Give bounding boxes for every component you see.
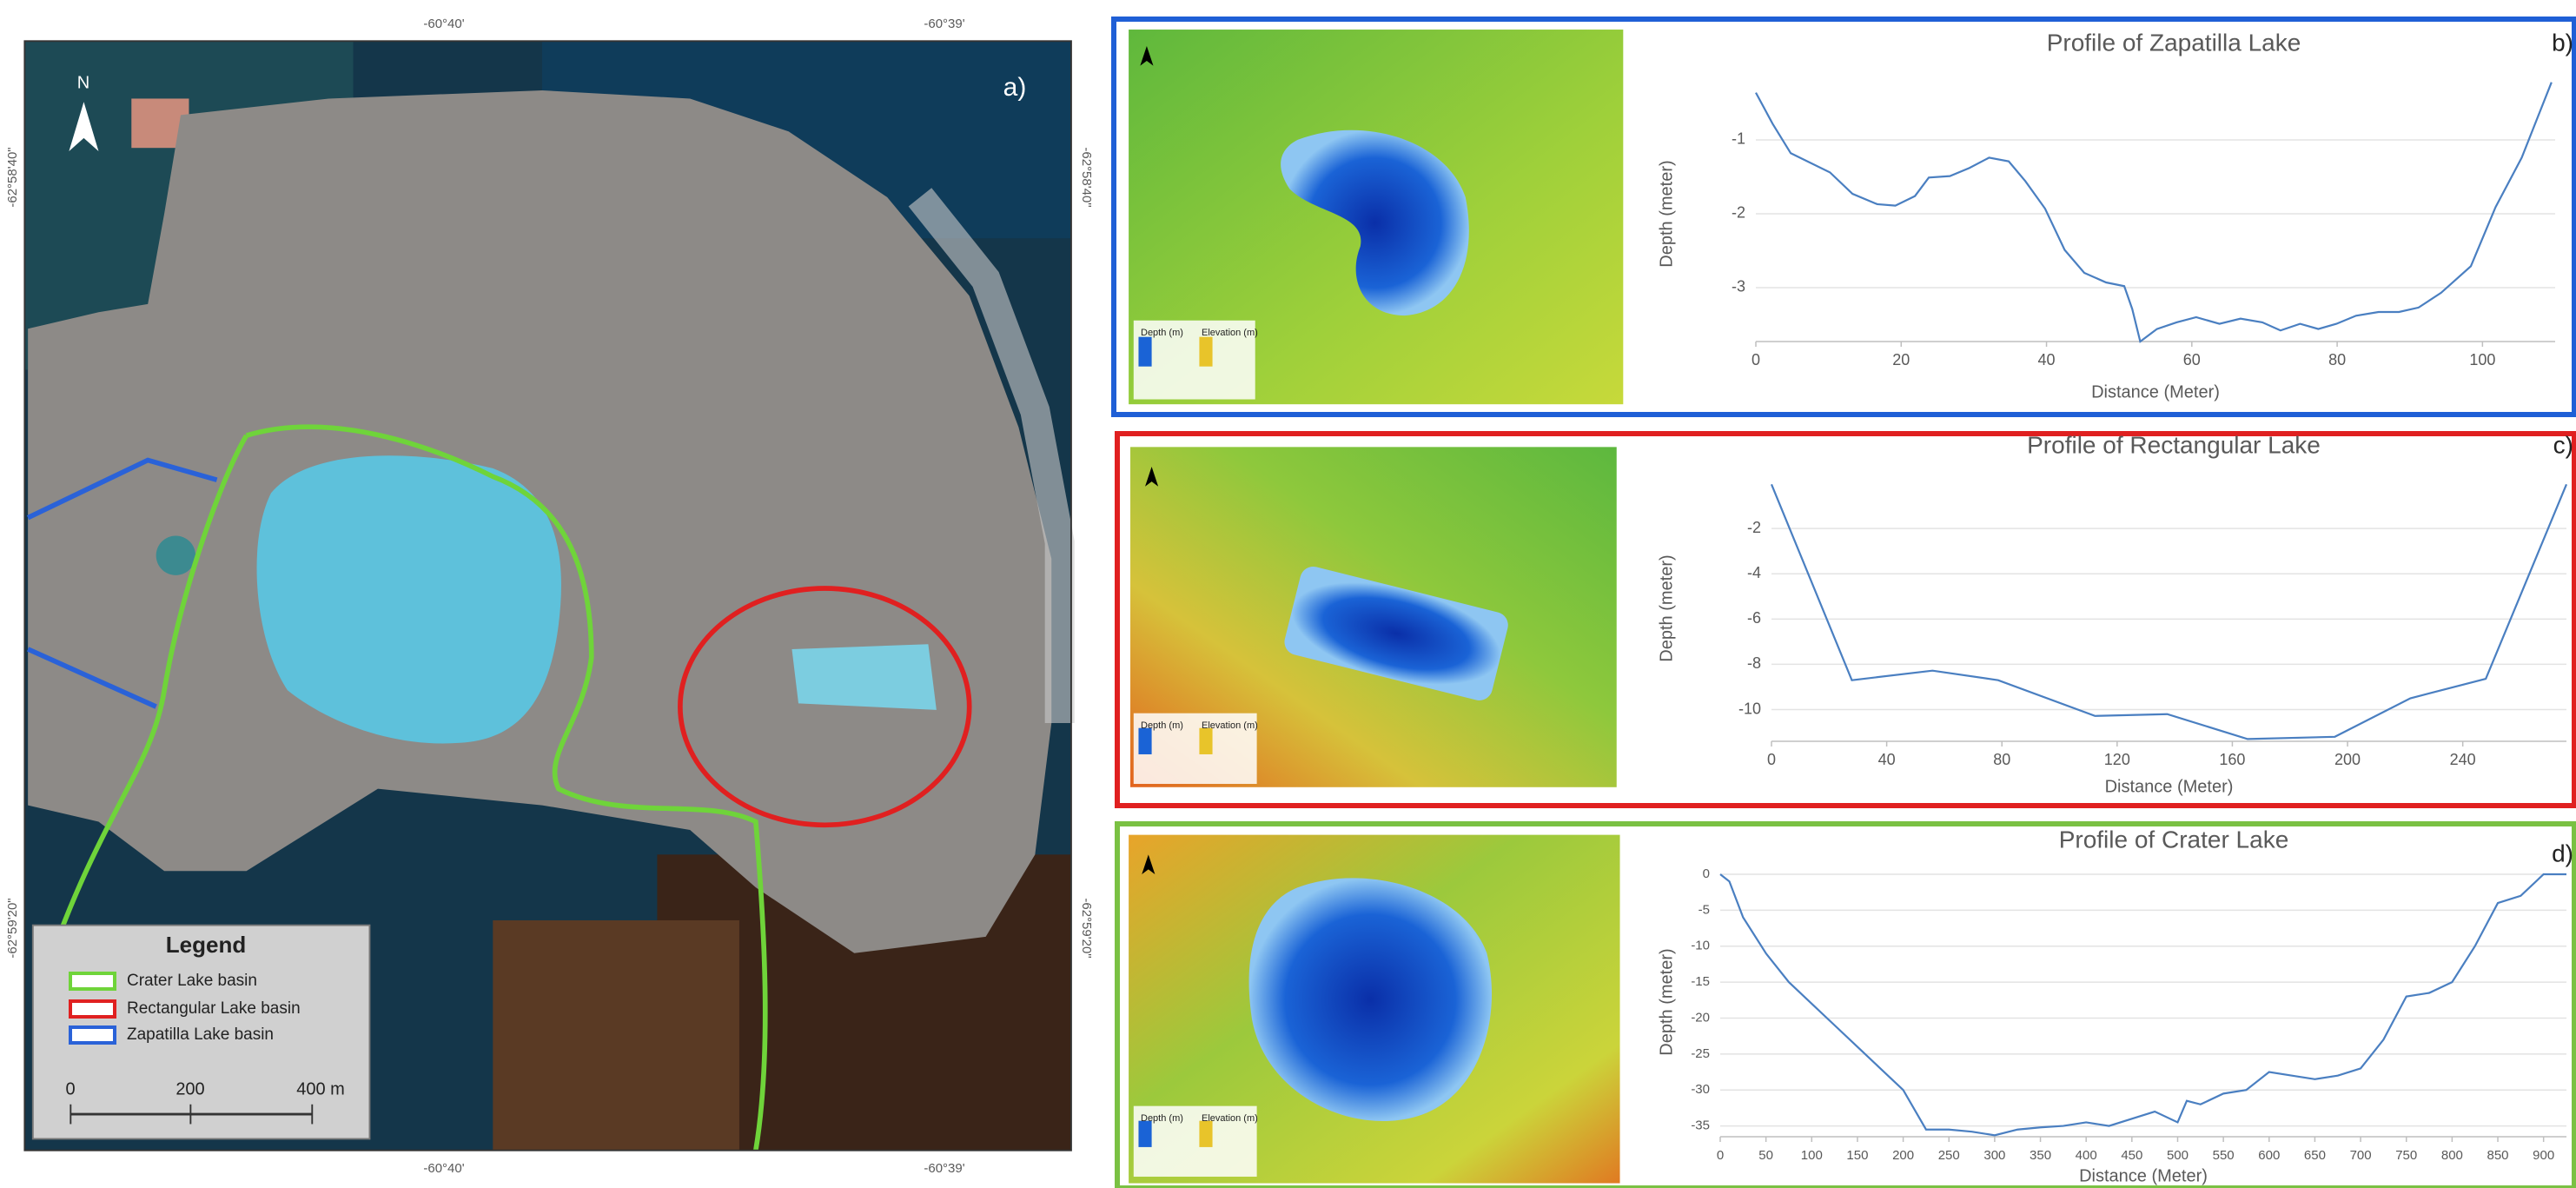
x-tick-label: 750 [2395,1148,2417,1163]
x-tick-label: 550 [2213,1148,2235,1163]
x-tick-label: 40 [2038,351,2056,368]
y-tick-label: -20 [1691,1010,1710,1025]
inset-label: Elevation (m) [1202,328,1258,338]
y-axis-label: Depth (meter) [1657,554,1676,661]
x-tick-label: 80 [1993,751,2010,768]
x-axis-label: Distance (Meter) [2091,382,2220,402]
north-label: N [77,73,89,92]
y-tick-label: -35 [1691,1118,1710,1133]
panel-label: d) [2552,840,2573,866]
coord-label: -62°59'20" [5,898,20,958]
legend-swatch [70,1027,115,1043]
y-tick-label: -6 [1747,609,1761,627]
coord-label: -62°58'40" [1079,147,1094,207]
x-tick-label: 400 [2076,1148,2097,1163]
y-tick-label: -8 [1747,654,1761,672]
dem-images [1129,30,1623,1183]
x-tick-label: 500 [2167,1148,2189,1163]
y-tick-label: -15 [1691,974,1710,989]
x-tick-label: 300 [1983,1148,2005,1163]
panel-label: c) [2553,431,2573,458]
figure: N a) -60°40' -60°39' -60°40' -60°39' -62… [0,0,2576,1188]
legend-label: Rectangular Lake basin [127,999,301,1018]
x-tick-label: 50 [1758,1148,1773,1163]
y-tick-label: -2 [1747,519,1761,536]
inset-label: Depth (m) [1141,328,1183,338]
coord-label: -60°40' [423,17,464,31]
x-tick-label: 650 [2304,1148,2326,1163]
x-tick-label: 20 [1892,351,1910,368]
y-tick-label: -10 [1691,939,1710,953]
x-tick-label: 200 [2334,751,2361,768]
y-tick-label: -3 [1732,278,1745,295]
x-tick-label: 0 [1752,351,1760,368]
x-tick-label: 240 [2450,751,2476,768]
x-tick-label: 100 [2469,351,2495,368]
chart-title: Profile of Crater Lake [2059,826,2289,853]
scale-label: 0 [65,1079,75,1098]
scale-label: 200 [175,1079,204,1098]
inset-label: Elevation (m) [1202,720,1258,731]
x-tick-label: 150 [1846,1148,1868,1163]
y-tick-label: 0 [1703,866,1710,881]
x-tick-label: 200 [1892,1148,1914,1163]
y-tick-label: -30 [1691,1082,1710,1097]
x-tick-label: 600 [2258,1148,2280,1163]
y-axis-label: Depth (meter) [1657,948,1676,1055]
x-tick-label: 0 [1717,1148,1724,1163]
panel-label: a) [1003,73,1027,102]
chart-title: Profile of Rectangular Lake [2027,431,2321,458]
x-tick-label: 800 [2441,1148,2463,1163]
x-tick-label: 450 [2121,1148,2142,1163]
x-tick-label: 350 [2030,1148,2051,1163]
profile-line [1720,874,2566,1135]
legend-title: Legend [166,932,246,958]
x-tick-label: 850 [2487,1148,2509,1163]
y-tick-label: -1 [1732,130,1745,148]
coord-label: -60°39' [924,1161,964,1176]
profile-line [1771,484,2566,739]
coord-label: -62°59'20" [1079,898,1094,958]
legend-swatch [70,973,115,989]
x-tick-label: 160 [2219,751,2245,768]
profile-line [1756,83,2552,342]
x-tick-label: 250 [1938,1148,1960,1163]
x-axis-label: Distance (Meter) [2105,777,2234,796]
x-tick-label: 700 [2350,1148,2372,1163]
x-tick-label: 0 [1767,751,1776,768]
panel-label: b) [2552,29,2573,56]
y-tick-label: -25 [1691,1046,1710,1061]
x-tick-label: 80 [2328,351,2346,368]
x-axis-label: Distance (Meter) [2079,1166,2208,1185]
coord-label: -60°39' [924,17,964,31]
inset-label: Depth (m) [1141,1113,1183,1124]
y-tick-label: -2 [1732,204,1745,222]
x-tick-label: 40 [1878,751,1896,768]
inset-label: Elevation (m) [1202,1113,1258,1124]
x-tick-label: 100 [1801,1148,1823,1163]
inset-label: Depth (m) [1141,720,1183,731]
legend-label: Crater Lake basin [127,972,257,990]
chart-title: Profile of Zapatilla Lake [2047,29,2301,56]
legend-label: Zapatilla Lake basin [127,1025,274,1044]
y-tick-label: -5 [1699,902,1710,917]
y-axis-label: Depth (meter) [1657,160,1676,267]
coord-label: -62°58'40" [5,147,20,207]
scale-label: 400 m [296,1079,345,1098]
legend-swatch [70,1001,115,1017]
y-tick-label: -10 [1738,700,1761,717]
x-tick-label: 60 [2183,351,2201,368]
coord-label: -60°40' [423,1161,464,1176]
y-tick-label: -4 [1747,564,1761,581]
x-tick-label: 900 [2533,1148,2554,1163]
x-tick-label: 120 [2104,751,2130,768]
